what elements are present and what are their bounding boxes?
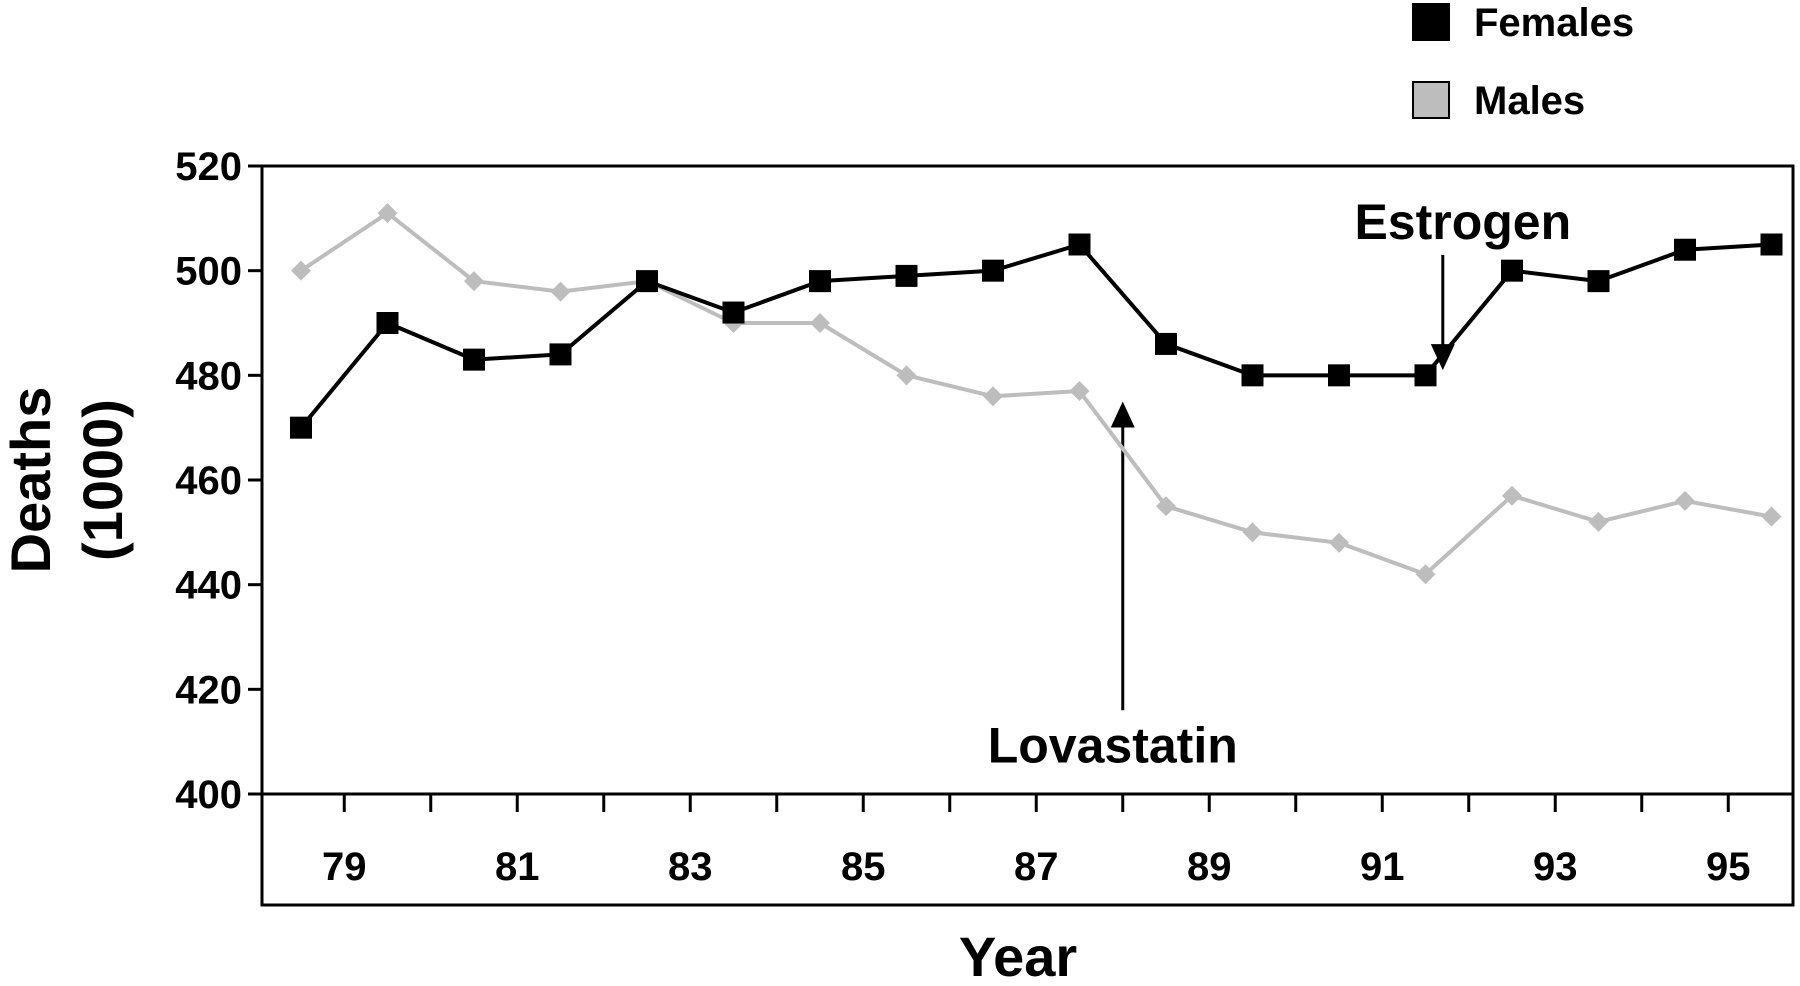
data-point-females xyxy=(809,270,831,293)
data-point-males xyxy=(377,203,398,224)
data-point-females xyxy=(1241,364,1264,387)
data-point-males xyxy=(1242,522,1263,543)
plot-frame xyxy=(260,164,1795,907)
legend-label-males: Males xyxy=(1474,79,1585,123)
annotation-label: Lovastatin xyxy=(988,717,1238,773)
data-point-males xyxy=(291,260,311,281)
x-axis-title: Year xyxy=(959,925,1077,981)
data-point-females xyxy=(1328,364,1350,387)
data-point-males xyxy=(1156,496,1176,517)
data-point-males xyxy=(1329,532,1349,553)
x-tick-label: 85 xyxy=(841,845,886,889)
data-point-females xyxy=(1068,233,1091,256)
legend-label-females: Females xyxy=(1474,1,1634,45)
series-line-males xyxy=(299,211,1772,577)
data-point-females xyxy=(1414,364,1437,387)
data-point-females xyxy=(895,264,918,287)
y-tick-label: 460 xyxy=(175,459,242,503)
data-point-females xyxy=(376,312,399,334)
data-point-males xyxy=(464,271,484,292)
data-point-females xyxy=(463,348,485,371)
legend-swatch-males xyxy=(1412,81,1450,119)
y-tick-label: 420 xyxy=(175,668,242,712)
data-point-males xyxy=(1675,490,1695,511)
y-tick-label: 400 xyxy=(175,773,242,817)
data-point-females xyxy=(1674,238,1696,261)
y-axis-title-line1: Deaths xyxy=(0,387,62,574)
data-point-males xyxy=(896,365,917,386)
x-tick-label: 89 xyxy=(1187,845,1232,889)
data-point-females xyxy=(1760,233,1783,256)
data-point-females xyxy=(290,416,312,439)
x-tick-label: 95 xyxy=(1706,845,1751,889)
data-point-males xyxy=(1069,381,1090,402)
y-tick-label: 520 xyxy=(175,145,242,189)
y-axis-title-line2: (1000) xyxy=(71,399,134,561)
data-point-females xyxy=(636,270,658,293)
y-tick-label: 440 xyxy=(175,564,242,608)
data-point-females xyxy=(1501,259,1523,282)
data-point-males xyxy=(983,386,1003,407)
data-point-males xyxy=(1415,564,1436,585)
data-point-females xyxy=(1155,332,1177,355)
annotation-label: Estrogen xyxy=(1354,194,1571,250)
y-tick-label: 500 xyxy=(175,250,242,294)
data-point-females xyxy=(982,259,1004,282)
legend-swatch-females xyxy=(1412,3,1450,41)
data-point-males xyxy=(1502,485,1522,506)
data-point-females xyxy=(549,343,572,366)
x-tick-label: 87 xyxy=(1014,845,1059,889)
data-point-males xyxy=(1761,506,1782,527)
data-point-females xyxy=(1587,270,1610,293)
data-point-males xyxy=(1588,511,1609,532)
x-tick-label: 81 xyxy=(495,845,540,889)
x-tick-label: 93 xyxy=(1533,845,1578,889)
x-tick-label: 79 xyxy=(322,845,367,889)
x-tick-label: 91 xyxy=(1360,845,1405,889)
data-point-males xyxy=(550,281,571,302)
series-line-females xyxy=(299,242,1772,429)
data-point-males xyxy=(810,313,830,333)
data-point-females xyxy=(722,301,745,324)
x-tick-label: 83 xyxy=(668,845,713,889)
annotation-arrowhead xyxy=(1110,401,1135,428)
y-tick-label: 480 xyxy=(175,354,242,398)
